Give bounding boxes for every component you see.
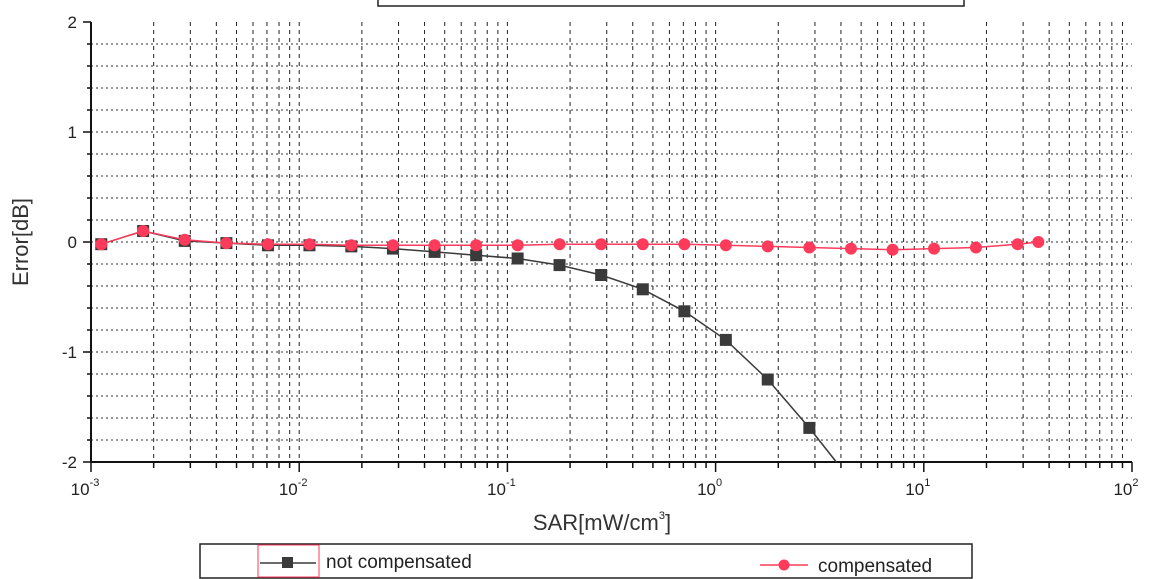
legend-box (199, 543, 973, 579)
series (95, 225, 1045, 463)
x-tick-label: 100 (697, 477, 722, 499)
x-tick-label: 10-3 (71, 477, 100, 499)
tick-labels: 210-1-210-3 10-2 10-1 100 101 102 (62, 13, 1139, 499)
point-compensated (220, 237, 233, 250)
legend-swatch-frame (257, 544, 320, 578)
x-tick-label: 10-1 (487, 477, 516, 499)
point-not-compensated (761, 373, 774, 386)
legend: not compensated compensated (199, 543, 973, 579)
legend-marker-compensated (778, 559, 790, 571)
legend-marker-not-compensated (282, 557, 293, 568)
legend-label-not-compensated: not compensated (326, 552, 472, 573)
point-not-compensated (470, 249, 483, 262)
point-compensated (386, 239, 399, 252)
point-compensated (719, 239, 732, 252)
axes (83, 21, 1133, 472)
point-not-compensated (636, 283, 649, 296)
point-compensated (470, 239, 483, 252)
point-compensated (595, 238, 608, 251)
legend-label-compensated: compensated (818, 556, 932, 577)
point-compensated (178, 233, 191, 246)
point-compensated (928, 242, 941, 255)
point-compensated (261, 238, 274, 251)
series-line-not-compensated (101, 230, 837, 463)
point-not-compensated (719, 333, 732, 346)
x-axis-title: SAR[mW/cm3] (533, 510, 671, 535)
point-not-compensated (595, 269, 608, 281)
y-tick-label: -1 (62, 343, 77, 362)
top-box-fragment (377, 0, 965, 7)
x-tick-label: 10-2 (279, 477, 308, 499)
point-not-compensated (678, 305, 691, 318)
point-not-compensated (553, 259, 566, 272)
x-tick-label: 101 (905, 477, 930, 499)
point-compensated (95, 238, 108, 251)
point-compensated (553, 238, 566, 251)
point-compensated (636, 238, 649, 251)
point-compensated (844, 242, 857, 255)
point-not-compensated (803, 421, 816, 434)
point-compensated (969, 241, 982, 254)
series-line-compensated (101, 230, 1039, 251)
point-not-compensated (511, 252, 524, 265)
point-compensated (428, 239, 441, 252)
y-tick-label: 0 (68, 233, 77, 252)
point-compensated (803, 241, 816, 254)
y-tick-label: -2 (62, 453, 77, 472)
point-compensated (761, 240, 774, 253)
point-compensated (1011, 238, 1024, 251)
point-compensated (137, 225, 150, 237)
point-compensated (303, 238, 316, 251)
point-compensated (886, 243, 899, 256)
y-tick-label: 1 (68, 123, 77, 142)
point-compensated (511, 239, 524, 252)
y-tick-label: 2 (68, 13, 77, 32)
point-compensated (345, 239, 358, 252)
grid (91, 22, 1132, 462)
point-compensated (1032, 236, 1045, 248)
x-tick-label: 102 (1113, 477, 1138, 499)
y-axis-title: Error[dB] (8, 198, 33, 286)
point-compensated (678, 238, 691, 251)
